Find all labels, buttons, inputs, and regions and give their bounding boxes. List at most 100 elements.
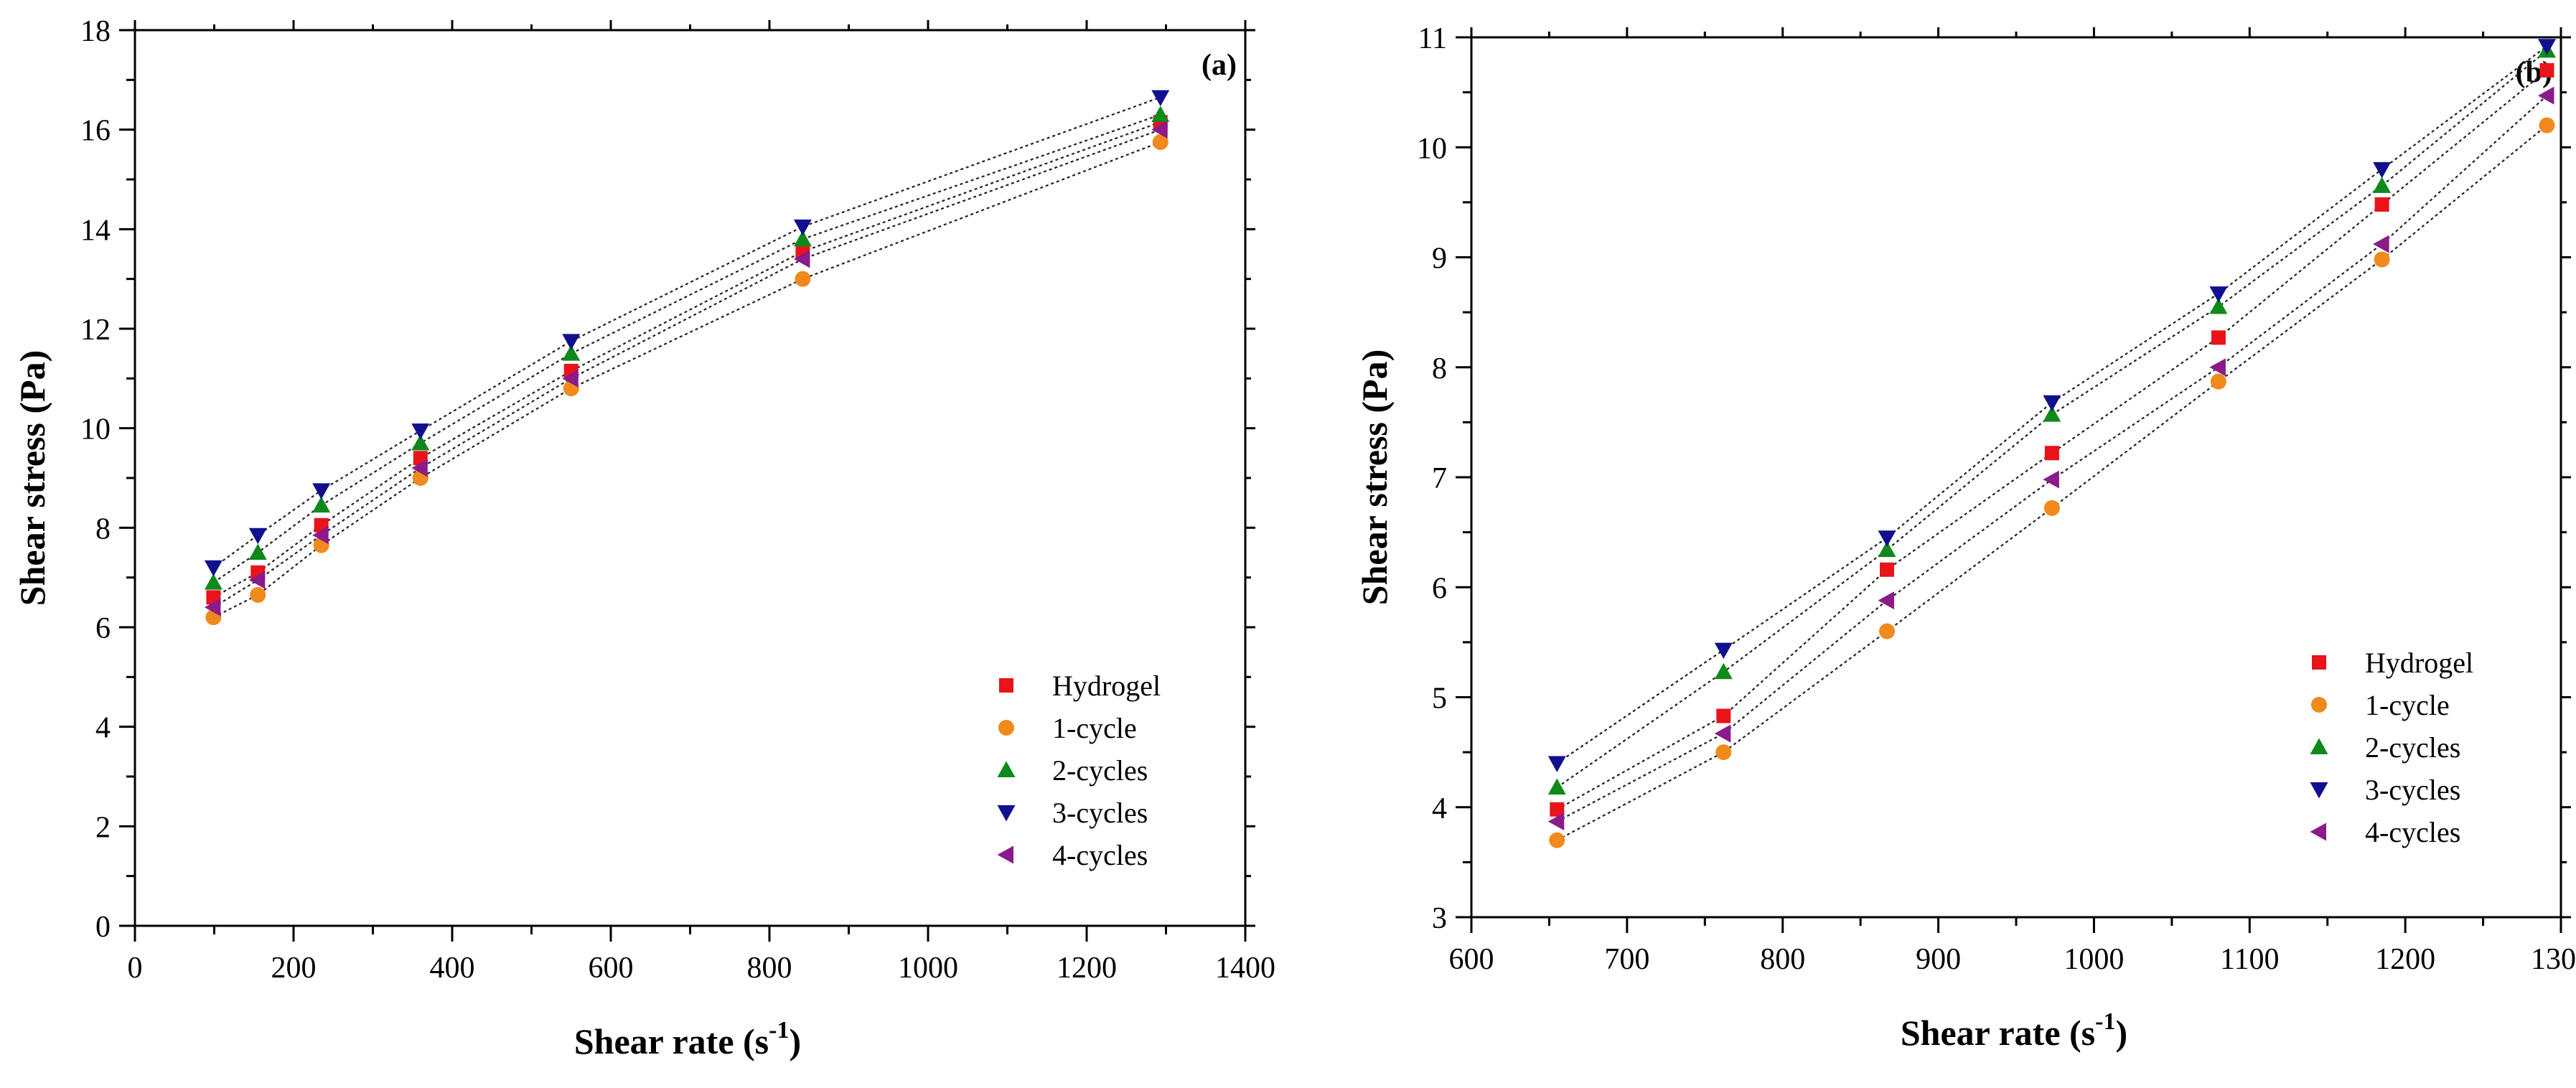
data-point-b-4-cycles — [2373, 235, 2389, 253]
data-point-b-1-cycle — [1715, 744, 1732, 761]
y-tick-label-a: 0 — [95, 911, 111, 944]
legend-label-b-2-cycles: 2-cycles — [2365, 731, 2460, 764]
x-tick-label-b: 1000 — [2064, 943, 2124, 976]
data-point-b-2-cycles — [1714, 662, 1733, 680]
data-point-b-4-cycles — [2537, 86, 2554, 105]
data-point-a-3-cycles — [204, 560, 223, 577]
y-tick-label-a: 12 — [80, 314, 111, 347]
x-tick-label-a: 1400 — [1215, 952, 1275, 985]
legend-marker-a-2-cycles — [997, 761, 1016, 777]
legend-marker-a-3-cycles — [997, 805, 1016, 822]
legend-marker-a-4-cycles — [997, 845, 1013, 864]
y-tick-label-a: 14 — [80, 214, 111, 247]
legend-label-a-hydrogel: Hydrogel — [1052, 670, 1161, 702]
data-point-a-4-cycles — [248, 571, 266, 589]
y-axis-title-a: Shear stress (Pa) — [12, 350, 52, 606]
data-point-a-1-cycle — [795, 271, 811, 287]
y-tick-label-b: 4 — [1432, 792, 1447, 825]
legend-marker-a-hydrogel — [999, 678, 1013, 693]
data-point-a-2-cycles — [562, 344, 581, 361]
x-tick-label-a: 1200 — [1057, 952, 1117, 985]
data-point-a-2-cycles — [204, 573, 223, 590]
y-tick-label-a: 16 — [80, 115, 111, 148]
data-point-a-3-cycles — [248, 527, 267, 545]
data-point-b-1-cycle — [1549, 832, 1565, 848]
legend-marker-b-2-cycles — [2310, 738, 2328, 754]
data-point-a-3-cycles — [793, 219, 812, 236]
data-point-b-1-cycle — [2210, 373, 2226, 390]
legend-label-b-4-cycles: 4-cycles — [2365, 816, 2460, 848]
legend-label-b-3-cycles: 3-cycles — [2365, 774, 2460, 806]
x-tick-label-a: 1000 — [898, 952, 958, 985]
data-point-b-4-cycles — [2209, 358, 2226, 377]
legend-label-a-2-cycles: 2-cycles — [1052, 754, 1148, 787]
legend-marker-b-hydrogel — [2312, 655, 2326, 670]
y-tick-label-b: 9 — [1432, 243, 1447, 276]
x-axis-title-superscript: -1 — [769, 1017, 789, 1044]
fit-line-a-4-cycles — [212, 128, 1161, 609]
data-point-a-4-cycles — [1151, 121, 1168, 139]
data-point-a-3-cycles — [1151, 90, 1170, 107]
x-tick-label-b: 900 — [1916, 943, 1961, 976]
data-point-b-2-cycles — [2209, 297, 2228, 314]
x-tick-label-a: 200 — [271, 952, 317, 985]
legend-label-a-1-cycle: 1-cycle — [1052, 712, 1137, 744]
data-point-a-2-cycles — [793, 230, 812, 247]
data-point-a-3-cycles — [411, 423, 430, 440]
data-point-b-4-cycles — [1547, 812, 1565, 831]
data-point-a-3-cycles — [562, 334, 581, 350]
y-tick-label-a: 4 — [95, 712, 111, 745]
data-point-b-3-cycles — [1714, 642, 1733, 660]
data-point-b-hydrogel — [1716, 708, 1731, 723]
legend-marker-a-1-cycle — [998, 720, 1014, 736]
y-tick-label-a: 8 — [95, 512, 111, 545]
legend-marker-b-3-cycles — [2310, 782, 2328, 799]
plot-frame-a — [134, 29, 1247, 927]
legend-label-a-3-cycles: 3-cycles — [1052, 797, 1148, 829]
data-point-b-1-cycle — [2043, 500, 2060, 516]
x-tick-label-a: 0 — [128, 952, 143, 985]
y-tick-label-b: 10 — [1417, 132, 1447, 165]
data-point-b-2-cycles — [2043, 405, 2061, 422]
data-point-b-hydrogel — [1880, 562, 1895, 577]
chart-panel-b: 600 700 800 900 1000 1100 1200 1300 3 4 5 6 7 8 9 10 11 S… — [1354, 22, 2576, 1053]
fit-line-a-hydrogel — [212, 121, 1161, 599]
x-axis-title-b: Shear rate (s-1) — [1901, 1008, 2127, 1053]
data-point-b-1-cycle — [2539, 117, 2555, 133]
y-tick-label-a: 10 — [80, 413, 111, 446]
data-point-b-1-cycle — [1879, 623, 1896, 639]
data-point-a-4-cycles — [793, 250, 810, 268]
legend-label-b-hydrogel: Hydrogel — [2365, 647, 2473, 679]
fit-line-a-3-cycles — [212, 96, 1161, 568]
data-point-b-hydrogel — [2044, 446, 2059, 461]
y-tick-label-b: 11 — [1418, 22, 1447, 55]
data-point-a-2-cycles — [411, 433, 430, 451]
data-point-b-2-cycles — [1547, 778, 1566, 795]
x-tick-label-b: 600 — [1449, 943, 1494, 976]
data-point-b-4-cycles — [2043, 470, 2059, 489]
legend-marker-b-1-cycle — [2311, 697, 2327, 713]
fit-line-a-1-cycle — [212, 141, 1161, 619]
y-tick-label-b: 6 — [1432, 572, 1447, 605]
data-point-b-3-cycles — [2537, 39, 2556, 55]
data-point-b-4-cycles — [1878, 591, 1895, 610]
data-point-b-3-cycles — [2043, 395, 2061, 412]
x-axis-title-superscript: -1 — [2095, 1008, 2115, 1035]
x-axis-title-text: Shear rate (s — [574, 1021, 769, 1061]
x-tick-label-b: 1200 — [2375, 943, 2435, 976]
data-point-a-2-cycles — [248, 543, 267, 560]
y-tick-label-b: 7 — [1432, 462, 1447, 495]
x-tick-label-a: 800 — [747, 952, 792, 985]
x-axis-title-close: ) — [2115, 1013, 2127, 1053]
legend-label-b-1-cycle: 1-cycle — [2365, 689, 2450, 721]
x-tick-label-a: 600 — [589, 952, 634, 985]
data-point-a-3-cycles — [312, 483, 331, 500]
data-point-b-2-cycles — [2373, 177, 2392, 193]
data-point-b-3-cycles — [1547, 756, 1566, 772]
data-point-b-4-cycles — [1714, 724, 1731, 743]
data-point-a-1-cycle — [1152, 134, 1168, 150]
x-tick-label-a: 400 — [430, 952, 475, 985]
data-point-b-2-cycles — [1878, 540, 1896, 558]
data-point-b-3-cycles — [2209, 286, 2228, 303]
